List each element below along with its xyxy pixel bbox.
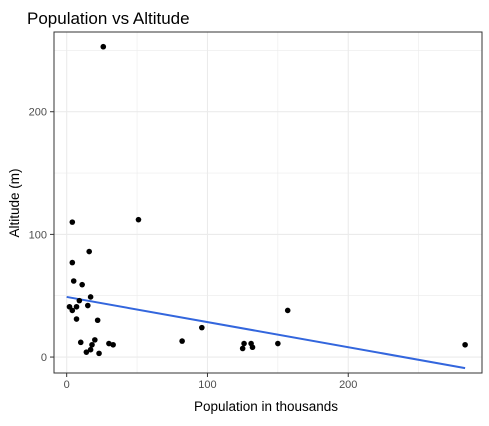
- data-point: [284, 307, 291, 314]
- data-point: [106, 340, 112, 347]
- data-point: [241, 340, 247, 347]
- data-point: [73, 316, 80, 322]
- data-point: [87, 294, 94, 300]
- data-point: [100, 43, 107, 50]
- data-point: [179, 338, 185, 344]
- data-point: [73, 303, 80, 310]
- data-point: [69, 219, 76, 225]
- chart-title: Population vs Altitude: [27, 9, 190, 28]
- data-point: [86, 248, 92, 255]
- data-point: [199, 324, 205, 331]
- data-point: [239, 345, 246, 352]
- data-point: [84, 302, 91, 309]
- x-tick-label: 100: [198, 379, 216, 391]
- x-axis-title: Population in thousands: [194, 399, 338, 414]
- data-point: [249, 344, 256, 351]
- data-point: [89, 341, 95, 348]
- data-point: [275, 340, 281, 347]
- data-point: [92, 337, 98, 343]
- data-point: [70, 278, 77, 284]
- data-point: [135, 216, 142, 223]
- y-axis-title: Altitude (m): [7, 168, 22, 237]
- data-point: [87, 346, 94, 353]
- data-point: [94, 317, 101, 324]
- y-tick-label: 200: [29, 107, 47, 119]
- y-tick-label: 0: [41, 352, 47, 364]
- data-point: [462, 341, 468, 348]
- data-point: [76, 297, 83, 304]
- data-point: [83, 349, 90, 355]
- data-point: [77, 339, 84, 346]
- x-tick-label: 200: [339, 379, 357, 391]
- data-point: [110, 341, 116, 348]
- trend-line: [66, 295, 466, 370]
- data-point: [96, 350, 102, 357]
- data-point: [79, 281, 85, 288]
- panel-border: [53, 31, 483, 374]
- y-tick-label: 100: [29, 229, 47, 241]
- plot-panel: 0 100 200 0 100 200: [29, 31, 483, 391]
- data-point: [69, 307, 76, 314]
- data-point: [69, 259, 76, 266]
- x-tick-label: 0: [64, 379, 70, 391]
